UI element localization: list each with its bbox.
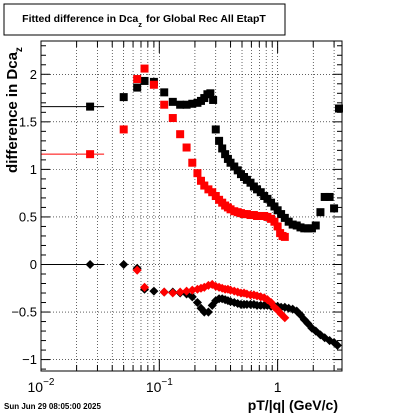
y-axis-label-main: difference in Dca [4, 51, 21, 173]
data-point [159, 287, 169, 297]
data-point [85, 259, 95, 270]
series-1 [41, 64, 289, 241]
data-point [168, 288, 178, 298]
data-point [303, 224, 312, 233]
y-tick-label: 2 [30, 67, 37, 82]
data-point [288, 220, 297, 229]
data-point [86, 102, 95, 111]
data-point [280, 232, 289, 241]
data-point [320, 192, 329, 201]
x-tick-label-base: 1 [274, 379, 282, 395]
x-tick-label-base: 10 [28, 379, 44, 395]
data-point [316, 208, 325, 217]
data-point [196, 176, 205, 185]
data-point [206, 89, 215, 98]
data-point [273, 222, 282, 231]
data-point [119, 259, 129, 270]
data-point [119, 125, 128, 134]
data-point [325, 192, 334, 201]
data-point [192, 298, 202, 308]
chart-title: Fitted difference in Dcaz for Global Rec … [22, 13, 266, 29]
data-point [311, 221, 320, 230]
data-point [182, 143, 191, 152]
data-point [132, 265, 142, 275]
data-point [133, 83, 142, 92]
x-tick-label-exponent: −2 [43, 377, 55, 388]
title-box [3, 3, 286, 36]
data-point [175, 287, 185, 297]
y-tick-label: 0 [30, 257, 37, 272]
data-point [209, 95, 218, 104]
data-point [211, 125, 220, 134]
data-point [176, 100, 185, 109]
y-tick-label: −0.5 [11, 305, 37, 320]
grid [40, 41, 342, 371]
chart-title-tail: for Global Rec All EtapT [146, 13, 266, 25]
data-point [188, 158, 197, 167]
y-tick-label: 1 [30, 162, 37, 177]
data-point [140, 64, 149, 73]
data-point [168, 114, 177, 123]
data-point [176, 130, 185, 139]
y-axis-label: difference in Dcaz [4, 47, 25, 173]
data-point [160, 100, 169, 109]
data-point [182, 100, 191, 109]
x-tick-label-exponent: −1 [161, 377, 173, 388]
data-point [149, 80, 158, 89]
data-point [215, 136, 224, 145]
chart-title-subscript: z [138, 20, 142, 29]
x-tick-label: 1 [274, 379, 282, 395]
series-3 [132, 265, 290, 323]
data-point [330, 204, 339, 213]
x-tick-label: 10−1 [146, 377, 173, 395]
y-tick-label: −1 [22, 352, 37, 367]
y-tick-label: 0.5 [19, 209, 37, 224]
data-point [140, 282, 150, 292]
data-point [193, 169, 202, 178]
data-point [200, 181, 209, 190]
data-point [203, 307, 213, 317]
data-point [86, 150, 95, 159]
data-point [182, 286, 192, 296]
chart-title-main: Fitted difference in Dca [22, 13, 138, 25]
axis-ticks [40, 41, 342, 371]
data-point [140, 76, 149, 85]
data-point [160, 88, 169, 97]
data-point [168, 97, 177, 106]
x-tick-label-base: 10 [146, 379, 162, 395]
data-point [133, 75, 142, 84]
x-axis-label: pT/|q| (GeV/c) [248, 397, 338, 413]
data-point [334, 104, 343, 113]
data-point [270, 217, 279, 226]
data-point [221, 150, 230, 159]
y-axis-label-subscript: z [14, 47, 25, 52]
x-tick-label: 10−2 [28, 377, 55, 395]
y-tick-label: 1.5 [19, 114, 37, 129]
footer-timestamp: Sun Jun 29 08:05:00 2025 [4, 402, 101, 411]
data-point [188, 99, 197, 108]
data-point [218, 144, 227, 153]
plot-frame [40, 40, 343, 372]
series-layer [41, 64, 343, 350]
data-point [119, 93, 128, 102]
